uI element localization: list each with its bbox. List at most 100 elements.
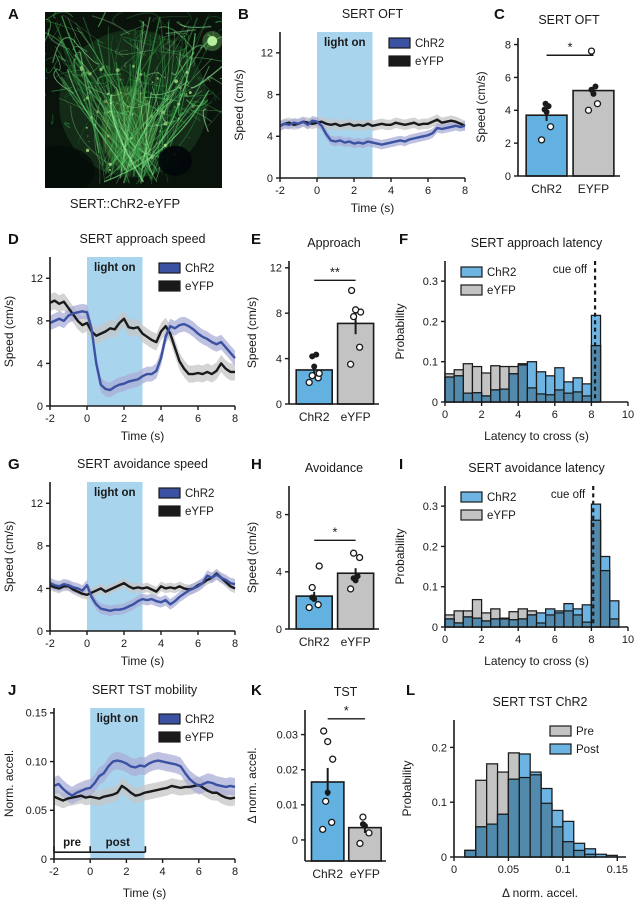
svg-text:light on: light on bbox=[324, 37, 366, 49]
svg-text:4: 4 bbox=[515, 634, 521, 646]
svg-text:0.1: 0.1 bbox=[423, 582, 438, 594]
svg-text:ChR2: ChR2 bbox=[299, 410, 330, 424]
svg-text:2: 2 bbox=[351, 185, 357, 197]
svg-text:0: 0 bbox=[37, 626, 43, 638]
svg-text:ChR2: ChR2 bbox=[312, 867, 343, 881]
svg-text:eYFP: eYFP bbox=[341, 635, 371, 649]
chart-svg-C: ChR2 EYFP * 0 2 4 6 8 SERT OFT Speed (cm/s) bbox=[474, 13, 620, 196]
svg-text:0: 0 bbox=[314, 185, 320, 197]
svg-text:12: 12 bbox=[270, 263, 282, 275]
svg-text:0: 0 bbox=[505, 171, 511, 183]
svg-text:0.3: 0.3 bbox=[423, 276, 438, 288]
chart-sert-oft-bar: ChR2 EYFP * 0 2 4 6 8 SERT OFT Speed (cm/s) bbox=[472, 0, 640, 220]
panel-l: L 0 0.05 0.1 0.15 0 0.1 0.2 SERT TST ChR2 Probab… bbox=[398, 676, 640, 905]
svg-text:Speed (cm/s): Speed (cm/s) bbox=[2, 521, 16, 592]
svg-text:0.15: 0.15 bbox=[26, 708, 47, 720]
svg-text:Probability: Probability bbox=[400, 760, 414, 816]
svg-text:6: 6 bbox=[505, 72, 511, 84]
chart-tst-mobility: light on pre post -2 0 2 4 6 8 0 0.05 0.10 0.15 SERT … bbox=[0, 676, 245, 905]
svg-text:Speed (cm/s): Speed (cm/s) bbox=[245, 297, 259, 368]
svg-text:SERT OFT: SERT OFT bbox=[342, 7, 404, 21]
fluorescence-micrograph bbox=[7, 0, 255, 196]
svg-text:eYFP: eYFP bbox=[185, 506, 214, 518]
panel-letter-h: H bbox=[251, 456, 262, 473]
svg-text:SERT approach latency: SERT approach latency bbox=[471, 236, 603, 250]
panel-letter-e: E bbox=[251, 231, 262, 248]
panel-letter-l: L bbox=[406, 682, 416, 699]
panel-letter-b: B bbox=[238, 6, 249, 23]
svg-text:4: 4 bbox=[515, 409, 521, 421]
chart-avoidance-latency-hist: cue off 0 2 4 6 8 10 0 0.1 0.2 0.3 SERT avoidance l… bbox=[391, 450, 640, 673]
svg-text:ChR2: ChR2 bbox=[185, 714, 214, 726]
svg-text:4: 4 bbox=[37, 358, 43, 370]
svg-text:10: 10 bbox=[622, 634, 634, 646]
svg-text:0.01: 0.01 bbox=[277, 800, 298, 812]
panel-g: G light on -2 0 2 4 6 8 0 4 8 12 SERT avoidance spe… bbox=[0, 450, 245, 673]
svg-text:SERT TST ChR2: SERT TST ChR2 bbox=[493, 695, 588, 709]
svg-text:eYFP: eYFP bbox=[185, 281, 214, 293]
svg-text:Probability: Probability bbox=[393, 303, 407, 359]
svg-text:2: 2 bbox=[121, 638, 127, 650]
svg-text:light on: light on bbox=[97, 713, 139, 725]
svg-text:0: 0 bbox=[432, 397, 438, 409]
svg-text:Avoidance: Avoidance bbox=[305, 461, 363, 475]
chart-svg-L: 0 0.05 0.1 0.15 0 0.1 0.2 SERT TST ChR2 Probabil… bbox=[400, 695, 628, 900]
svg-text:0: 0 bbox=[84, 638, 90, 650]
svg-text:4: 4 bbox=[505, 105, 511, 117]
svg-text:0: 0 bbox=[432, 622, 438, 634]
chart-approach-speed: light on -2 0 2 4 6 8 0 4 8 12 SERT approach speed S… bbox=[0, 225, 245, 448]
svg-text:0.3: 0.3 bbox=[423, 501, 438, 513]
svg-text:cue off: cue off bbox=[553, 264, 588, 276]
svg-text:SERT TST mobility: SERT TST mobility bbox=[92, 683, 198, 697]
svg-text:0.10: 0.10 bbox=[26, 756, 47, 768]
svg-text:6: 6 bbox=[425, 185, 431, 197]
micrograph-caption: SERT::ChR2-eYFP bbox=[69, 196, 181, 211]
svg-text:8: 8 bbox=[276, 308, 282, 320]
svg-text:Time (s): Time (s) bbox=[351, 201, 395, 215]
panel-letter-i: I bbox=[399, 456, 404, 473]
svg-text:Time (s): Time (s) bbox=[121, 429, 165, 443]
svg-text:4: 4 bbox=[276, 567, 282, 579]
svg-text:2: 2 bbox=[479, 409, 485, 421]
svg-text:pre: pre bbox=[63, 837, 81, 849]
svg-text:6: 6 bbox=[552, 409, 558, 421]
chart-sert-oft-speed: light on -2 0 2 4 6 8 0 4 8 12 SERT OFT Speed (cm/s)… bbox=[230, 0, 475, 220]
svg-text:8: 8 bbox=[232, 413, 238, 425]
svg-text:0.2: 0.2 bbox=[423, 541, 438, 553]
svg-text:Speed (cm/s): Speed (cm/s) bbox=[245, 522, 259, 593]
svg-text:2: 2 bbox=[121, 413, 127, 425]
panel-letter-c: C bbox=[494, 6, 505, 23]
svg-text:12: 12 bbox=[31, 273, 43, 285]
svg-text:4: 4 bbox=[388, 185, 394, 197]
svg-text:8: 8 bbox=[37, 316, 43, 328]
panel-letter-g: G bbox=[8, 456, 20, 473]
svg-text:4: 4 bbox=[37, 583, 43, 595]
svg-text:0: 0 bbox=[442, 634, 448, 646]
svg-text:eYFP: eYFP bbox=[341, 410, 371, 424]
svg-text:6: 6 bbox=[195, 413, 201, 425]
svg-text:ChR2: ChR2 bbox=[531, 182, 562, 196]
svg-text:8: 8 bbox=[588, 634, 594, 646]
svg-text:ChR2: ChR2 bbox=[487, 492, 516, 504]
chart-avoidance-bar: ChR2 eYFP * 0 4 8 Avoidance Speed (cm/s) bbox=[243, 450, 393, 673]
svg-text:ChR2: ChR2 bbox=[415, 38, 444, 50]
svg-text:Time (s): Time (s) bbox=[121, 654, 165, 668]
panel-b: B light on -2 0 2 4 6 8 0 4 8 12 SERT OFT Speed (cm/… bbox=[230, 0, 475, 220]
svg-text:*: * bbox=[344, 703, 349, 718]
svg-text:0: 0 bbox=[41, 854, 47, 866]
svg-text:4: 4 bbox=[158, 638, 164, 650]
svg-text:6: 6 bbox=[196, 866, 202, 878]
chart-svg-I: cue off 0 2 4 6 8 10 0 0.1 0.2 0.3 SERT avoidance l… bbox=[393, 461, 634, 668]
svg-text:10: 10 bbox=[622, 409, 634, 421]
chart-svg-H: ChR2 eYFP * 0 4 8 Avoidance Speed (cm/s) bbox=[245, 461, 379, 649]
svg-text:6: 6 bbox=[552, 634, 558, 646]
svg-text:SERT approach speed: SERT approach speed bbox=[79, 232, 205, 246]
svg-text:6: 6 bbox=[195, 638, 201, 650]
panel-letter-k: K bbox=[251, 682, 262, 699]
svg-text:ChR2: ChR2 bbox=[299, 635, 330, 649]
svg-text:0: 0 bbox=[276, 399, 282, 411]
svg-text:SERT avoidance latency: SERT avoidance latency bbox=[468, 461, 605, 475]
svg-text:8: 8 bbox=[462, 185, 468, 197]
svg-text:**: ** bbox=[330, 264, 340, 279]
